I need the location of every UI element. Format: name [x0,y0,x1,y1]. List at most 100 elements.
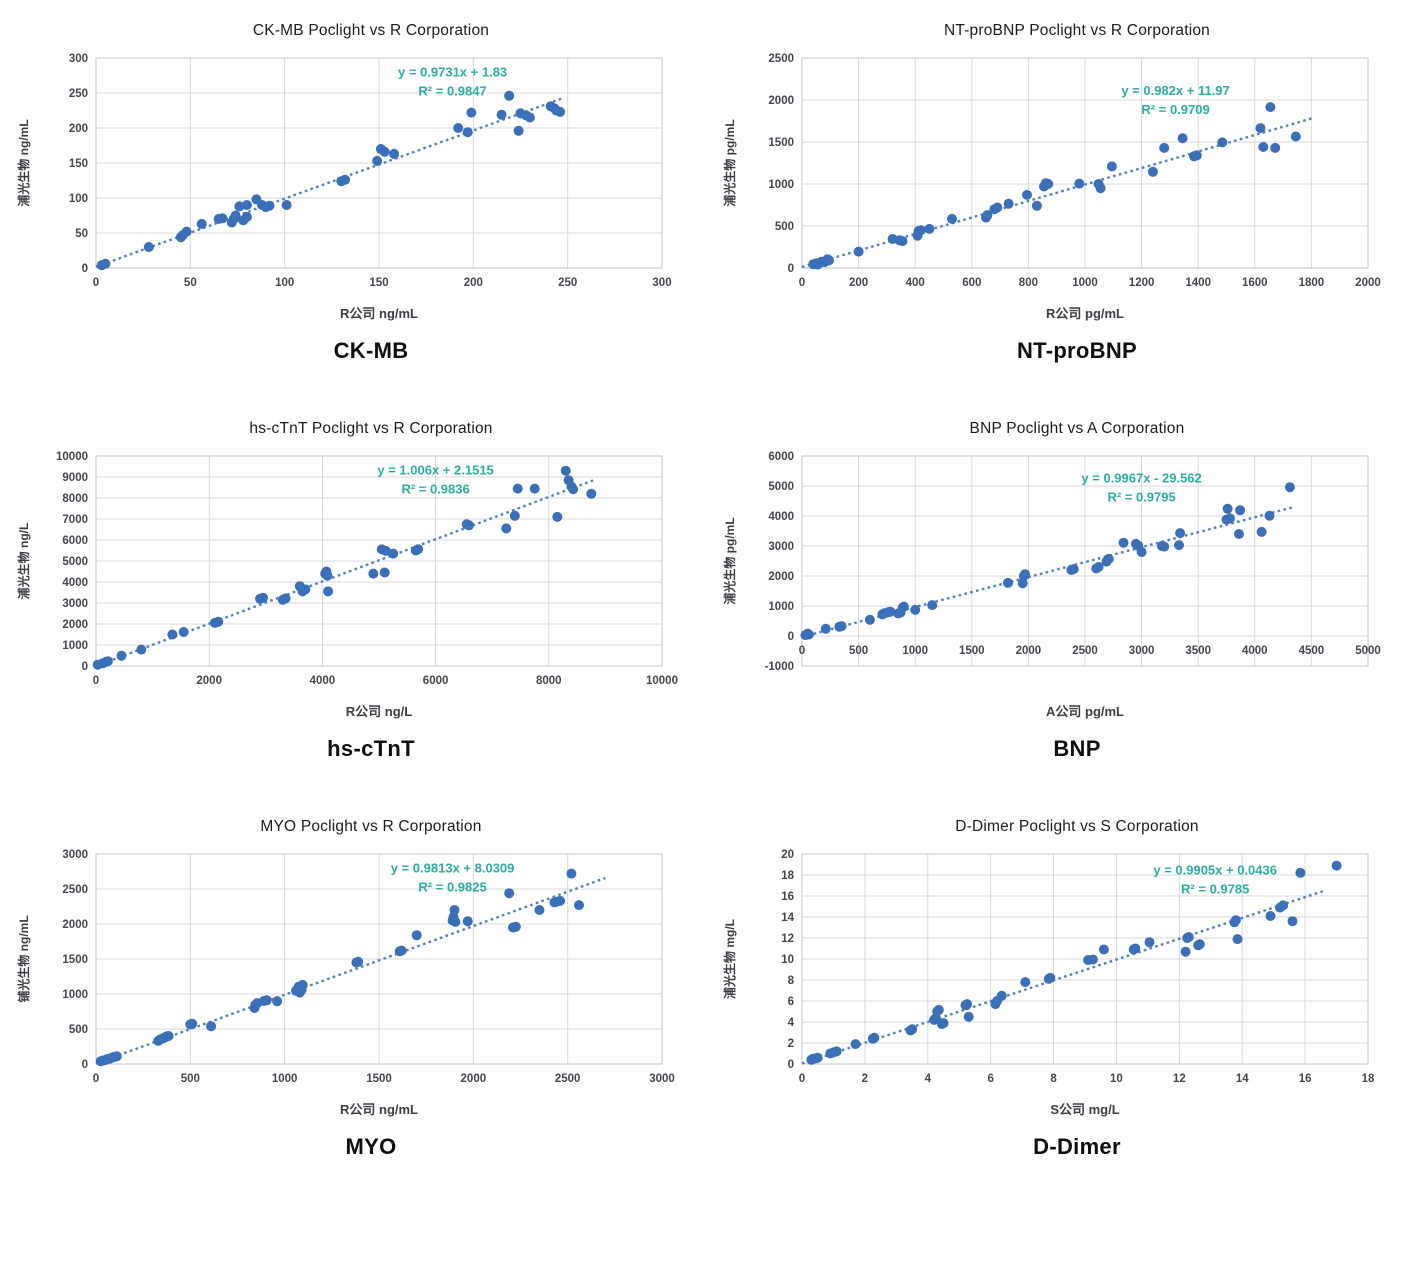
data-points [96,90,566,271]
data-point [281,200,292,210]
data-point [560,465,571,476]
data-points [92,465,597,670]
svg-text:0: 0 [799,1073,805,1085]
data-point [1159,142,1170,153]
data-point [241,200,252,210]
data-point [586,488,597,499]
trend-line [801,117,1312,269]
data-point [996,990,1007,1001]
chart-title-bnp: BNP Poclight vs A Corporation [969,420,1185,437]
data-point [1074,178,1085,189]
plot-border [95,853,663,1065]
data-point [462,916,473,927]
svg-text:6: 6 [788,996,794,1008]
report-page: CK-MB Poclight vs R Corporation 0 50 100 15… [8,18,1381,1160]
svg-text:200: 200 [69,123,88,135]
trend-line [95,97,563,268]
data-point [196,218,207,229]
y-tick-labels: 0 50 100 150 200 250 300 [69,53,88,275]
equation-text: y = 0.982x + 11.97 [1121,83,1229,98]
svg-text:3000: 3000 [1129,645,1155,657]
svg-text:10: 10 [1110,1073,1123,1085]
data-point [1230,915,1241,926]
chart-panel-myo: MYO Poclight vs R Corporation 0 500 1000 15… [8,814,698,1160]
data-points [808,102,1301,270]
svg-text:0: 0 [93,1073,99,1085]
svg-text:50: 50 [184,277,197,289]
svg-text:1500: 1500 [959,645,985,657]
data-point [340,174,350,185]
svg-text:800: 800 [1019,277,1038,289]
data-point [1087,954,1098,965]
data-point [1174,540,1184,551]
data-point [1265,102,1276,113]
svg-text:2500: 2500 [62,884,88,896]
y-axis-label: 浦光生物 ng/L [16,523,31,600]
svg-text:1000: 1000 [768,179,794,191]
data-point [116,650,127,661]
data-point [812,1052,823,1063]
svg-text:1200: 1200 [1129,277,1155,289]
svg-text:500: 500 [69,1024,88,1036]
svg-text:0: 0 [788,1059,794,1071]
data-point [910,604,921,615]
x-tick-labels: 0 2 4 6 8 10 12 14 16 18 [799,1073,1375,1085]
data-point [1130,943,1141,954]
svg-text:1000: 1000 [272,1073,298,1085]
data-point [372,155,383,166]
svg-text:300: 300 [69,53,88,65]
svg-text:7000: 7000 [62,514,88,526]
data-point [1177,133,1188,144]
svg-text:3500: 3500 [1185,645,1211,657]
r-squared-text: R² = 0.9709 [1141,102,1209,117]
svg-text:500: 500 [849,645,868,657]
y-axis-label: 浦光生物 pg/mL [722,517,737,604]
svg-text:4000: 4000 [768,511,794,523]
data-point [1222,503,1233,514]
data-point [136,644,147,655]
chart-caption-hs-ctnt: hs-cTnT [327,736,415,761]
chart-title-ck-mb: CK-MB Poclight vs R Corporation [252,22,490,39]
y-axis-label: 铺光生物 ng/mL [16,915,31,1002]
svg-text:1500: 1500 [62,954,88,966]
data-point [167,629,178,640]
svg-text:1000: 1000 [62,640,88,652]
svg-text:1500: 1500 [366,1073,392,1085]
r-squared-text: R² = 0.9847 [418,83,486,98]
gridlines [801,57,1369,269]
svg-text:20: 20 [781,849,794,861]
data-point [864,614,875,625]
r-squared-text: R² = 0.9795 [1107,490,1175,505]
svg-text:2000: 2000 [1016,645,1042,657]
data-point [389,148,400,159]
data-point [297,979,308,990]
svg-text:6000: 6000 [768,451,794,463]
svg-text:400: 400 [906,277,925,289]
svg-text:18: 18 [781,870,794,882]
data-point [1217,137,1228,148]
svg-text:2500: 2500 [768,53,794,65]
svg-text:1500: 1500 [768,137,794,149]
data-point [1180,946,1191,957]
data-point [1295,867,1306,878]
data-point [1043,179,1054,189]
plot-border [95,57,663,269]
data-point [1234,529,1244,539]
data-point [1175,528,1186,539]
x-tick-labels: 0 500 1000 1500 2000 2500 3000 3500 4000 4500 5000 [799,645,1381,657]
data-point [510,921,521,932]
chart-panel-ck-mb: CK-MB Poclight vs R Corporation 0 50 100 15… [8,18,698,364]
data-point [513,125,524,136]
svg-text:2500: 2500 [555,1073,581,1085]
chart-caption-ck-mb: CK-MB [333,338,409,363]
data-point [496,109,507,120]
data-point [1068,564,1079,575]
equation-label: y = 0.9813x + 8.0309 R² = 0.9825 [391,860,515,894]
svg-text:8: 8 [1050,1073,1057,1085]
svg-text:500: 500 [181,1073,200,1085]
data-point [1159,541,1170,552]
svg-text:500: 500 [775,221,794,233]
plot-border [801,57,1369,269]
data-point [823,255,834,266]
svg-text:1000: 1000 [62,989,88,1001]
